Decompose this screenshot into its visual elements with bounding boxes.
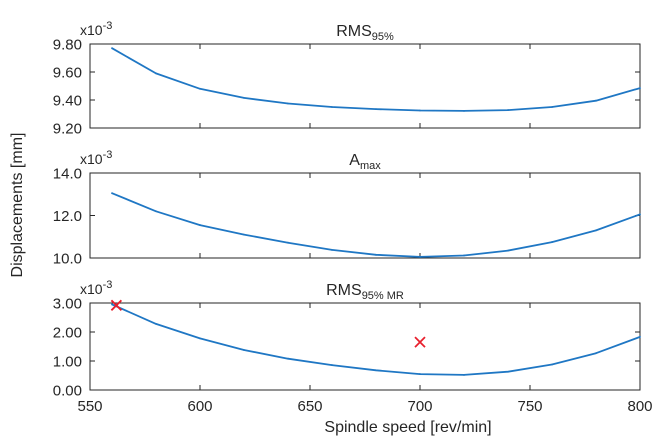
data-point — [155, 322, 157, 325]
data-point — [507, 249, 509, 252]
y-tick-label: 10.0 — [53, 251, 82, 268]
data-point — [551, 106, 553, 108]
y-tick-label: 3.00 — [53, 296, 82, 313]
data-point — [287, 102, 289, 105]
y-tick-label: 9.60 — [53, 65, 82, 82]
title-main: RMS — [336, 23, 372, 40]
data-point — [507, 109, 509, 111]
x-tick-label: 750 — [517, 398, 542, 415]
data-point — [331, 249, 333, 251]
exponent-base: x10 — [80, 151, 103, 167]
subplot-title: Amax — [349, 152, 381, 172]
data-point — [463, 110, 465, 112]
y-tick-label: 1.00 — [53, 354, 82, 371]
data-point — [375, 108, 377, 110]
exponent-base: x10 — [80, 281, 103, 297]
data-point — [287, 357, 289, 360]
x-tick-label: 650 — [297, 398, 322, 415]
data-point — [199, 87, 201, 90]
title-subscript: max — [360, 160, 381, 172]
data-point — [419, 373, 421, 375]
y-tick-label: 9.40 — [53, 93, 82, 110]
y-exponent-label: x10-3 — [80, 20, 112, 38]
data-point — [331, 106, 333, 108]
data-point — [551, 241, 553, 243]
title-main: RMS — [326, 282, 362, 299]
data-point — [419, 256, 421, 258]
y-tick-label: 0.00 — [53, 383, 82, 400]
data-point — [155, 210, 157, 213]
y-tick-label: 2.00 — [53, 325, 82, 342]
data-point — [375, 369, 377, 372]
data-point — [595, 229, 597, 232]
data-point — [243, 97, 245, 99]
exponent-power: -3 — [103, 279, 113, 291]
exponent-power: -3 — [103, 149, 113, 161]
marker-stroke — [414, 336, 426, 348]
marker-stroke — [110, 299, 123, 311]
exponent-base: x10 — [80, 22, 103, 38]
data-point — [111, 47, 113, 50]
y-tick-label: 12.0 — [53, 208, 82, 225]
data-point — [111, 192, 113, 195]
x-tick-label: 800 — [627, 398, 652, 415]
subplot-3: 0.00 1.00 2.00 3.00 550 600 650 700 750 800 x10-3 R… — [53, 279, 653, 415]
data-point — [419, 109, 421, 112]
series-line — [111, 47, 641, 112]
x-axis-label: Spindle speed [rev/min] — [324, 419, 491, 436]
y-tick-label: 9.80 — [53, 37, 82, 54]
y-exponent-label: x10-3 — [80, 149, 112, 167]
series-line — [111, 192, 641, 258]
data-point — [463, 374, 465, 376]
subplot-title: RMS95% — [336, 23, 394, 43]
subplot-2-axes-box — [89, 172, 641, 259]
data-point — [375, 253, 377, 256]
title-subscript: 95% MR — [362, 290, 404, 302]
y-axis-label: Displacements [mm] — [9, 133, 26, 278]
data-point — [199, 224, 201, 226]
title-main: A — [349, 152, 360, 169]
subplot-3-axes-box — [89, 302, 641, 391]
x-tick-label: 550 — [77, 398, 102, 415]
data-point — [595, 352, 597, 355]
data-point — [639, 336, 641, 338]
data-point — [243, 233, 245, 236]
marker-x — [110, 299, 123, 311]
marker-x — [414, 336, 426, 348]
data-point — [111, 303, 113, 306]
data-point — [155, 72, 157, 75]
title-subscript: 95% — [372, 31, 394, 43]
data-point — [331, 364, 333, 366]
y-exponent-label: x10-3 — [80, 279, 112, 297]
data-point — [507, 370, 509, 373]
x-tick-label: 600 — [187, 398, 212, 415]
x-tick-label: 700 — [407, 398, 432, 415]
y-tick-label: 14.0 — [53, 166, 82, 183]
data-point — [199, 337, 201, 340]
data-point — [595, 99, 597, 102]
y-tick-label: 9.20 — [53, 121, 82, 138]
data-point — [639, 87, 641, 89]
series-line — [111, 303, 641, 376]
data-point — [243, 349, 245, 351]
data-point — [463, 254, 465, 257]
subplot-title: RMS95% MR — [326, 282, 404, 302]
data-point — [639, 213, 641, 216]
subplot-1-axes-box — [89, 43, 641, 129]
data-point — [287, 241, 289, 244]
exponent-power: -3 — [103, 20, 113, 32]
data-point — [551, 363, 553, 366]
